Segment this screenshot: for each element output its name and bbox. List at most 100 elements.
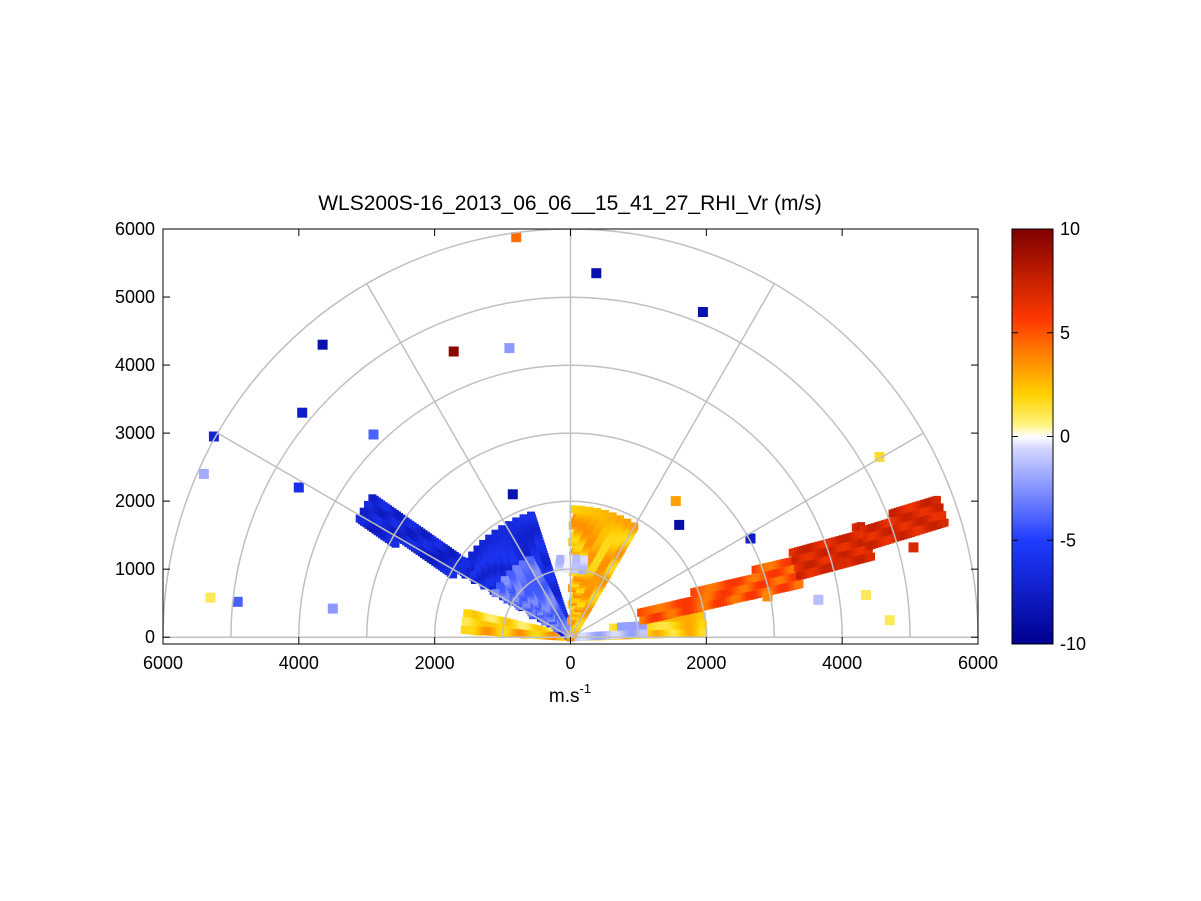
- velocity-cell: [468, 551, 477, 560]
- colorbar-tick-label: -10: [1060, 634, 1086, 654]
- velocity-cell: [572, 554, 581, 563]
- velocity-point: [837, 557, 848, 568]
- velocity-cell: [699, 628, 708, 637]
- colorbar-tick-label: 5: [1060, 323, 1070, 343]
- velocity-cell: [935, 503, 944, 512]
- velocity-point: [297, 407, 308, 418]
- velocity-cell: [867, 552, 875, 561]
- x-axis: 6000 4000 2000 0 2000 4000 6000: [143, 229, 998, 673]
- x-tick-label: 0: [565, 653, 575, 673]
- velocity-cell: [698, 612, 706, 621]
- velocity-cell: [512, 517, 521, 526]
- y-tick-label: 6000: [115, 219, 155, 239]
- velocity-point: [205, 592, 216, 603]
- y-tick-label: 0: [145, 627, 155, 647]
- velocity-point: [507, 489, 518, 500]
- velocity-cell: [495, 582, 504, 591]
- velocity-cell: [491, 529, 500, 538]
- velocity-cell: [940, 518, 949, 527]
- x-tick-label: 2000: [686, 653, 726, 673]
- grid-spoke: [217, 432, 571, 638]
- velocity-cell: [593, 508, 602, 517]
- y-tick-label: 5000: [115, 287, 155, 307]
- colorbar-tick-label: -5: [1060, 530, 1076, 550]
- velocity-cell: [505, 521, 513, 530]
- velocity-cell: [585, 506, 594, 515]
- velocity-cell: [479, 539, 488, 548]
- velocity-point: [208, 431, 219, 442]
- colorbar-tick-label: 0: [1060, 427, 1070, 447]
- velocity-cell: [639, 629, 648, 638]
- velocity-point: [670, 496, 681, 507]
- velocity-point: [448, 346, 459, 357]
- velocity-cell: [699, 620, 707, 629]
- velocity-cell: [616, 515, 624, 524]
- velocity-point: [762, 591, 773, 602]
- velocity-cell: [608, 512, 617, 521]
- y-tick-label: 3000: [115, 423, 155, 443]
- velocity-cell: [500, 576, 509, 585]
- x-tick-label: 4000: [822, 653, 862, 673]
- velocity-point: [908, 542, 919, 553]
- velocity-cell: [460, 625, 469, 634]
- grid-spoke: [570, 432, 924, 638]
- velocity-cell: [355, 514, 364, 523]
- y-tick-label: 1000: [115, 559, 155, 579]
- x-tick-label: 6000: [958, 653, 998, 673]
- velocity-point: [293, 482, 304, 493]
- velocity-cell: [461, 617, 470, 626]
- velocity-cell: [857, 522, 866, 531]
- velocity-cell: [938, 511, 947, 519]
- velocity-cell: [518, 560, 527, 569]
- velocity-cell: [519, 514, 528, 523]
- velocity-cell: [932, 495, 941, 504]
- x-tick-label: 4000: [279, 653, 319, 673]
- velocity-cell: [368, 494, 377, 503]
- velocity-point: [697, 307, 708, 317]
- velocity-cell: [638, 621, 647, 630]
- velocity-cell: [485, 534, 494, 543]
- x-tick-label: 2000: [415, 653, 455, 673]
- grid-spoke: [366, 283, 572, 638]
- y-tick-label: 2000: [115, 491, 155, 511]
- velocity-cell: [795, 580, 804, 589]
- velocity-cell: [506, 570, 515, 579]
- velocity-point: [745, 533, 756, 544]
- velocity-point: [591, 268, 602, 279]
- velocity-point: [368, 429, 379, 440]
- chart-title: WLS200S-16_2013_06_06__15_41_27_RHI_Vr (…: [318, 192, 822, 215]
- velocity-cell: [498, 525, 507, 534]
- velocity-cell: [525, 556, 534, 565]
- y-tick-label: 4000: [115, 355, 155, 375]
- velocity-cell: [577, 505, 586, 514]
- velocity-point: [674, 519, 685, 530]
- y-axis: 0 1000 2000 3000 4000 5000 6000: [115, 219, 978, 647]
- velocity-point: [813, 594, 824, 605]
- velocity-point: [884, 615, 895, 626]
- velocity-cell: [359, 507, 368, 516]
- velocity-point: [327, 603, 338, 614]
- velocity-point: [860, 590, 871, 600]
- velocity-cell: [364, 500, 372, 509]
- velocity-point: [504, 343, 515, 354]
- velocity-cell: [512, 565, 521, 574]
- velocity-cell: [556, 554, 565, 563]
- x-tick-label: 6000: [143, 653, 183, 673]
- velocity-cell: [473, 545, 482, 554]
- x-axis-label: m.s-1: [549, 681, 591, 707]
- velocity-point: [198, 468, 209, 479]
- velocity-point: [317, 339, 328, 350]
- velocity-cell: [580, 555, 589, 564]
- velocity-point: [874, 451, 885, 462]
- grid-spoke: [569, 283, 775, 638]
- velocity-cell: [564, 554, 573, 563]
- colorbar-tick-label: 10: [1060, 219, 1080, 239]
- colorbar: [1011, 228, 1054, 645]
- colorbar-ticks: 10 5 0 -5 -10: [1012, 219, 1086, 654]
- velocity-cell: [569, 505, 578, 514]
- velocity-cell: [600, 510, 609, 518]
- velocity-point: [232, 596, 243, 607]
- polar-grid: [163, 229, 978, 638]
- velocity-cell: [527, 511, 535, 520]
